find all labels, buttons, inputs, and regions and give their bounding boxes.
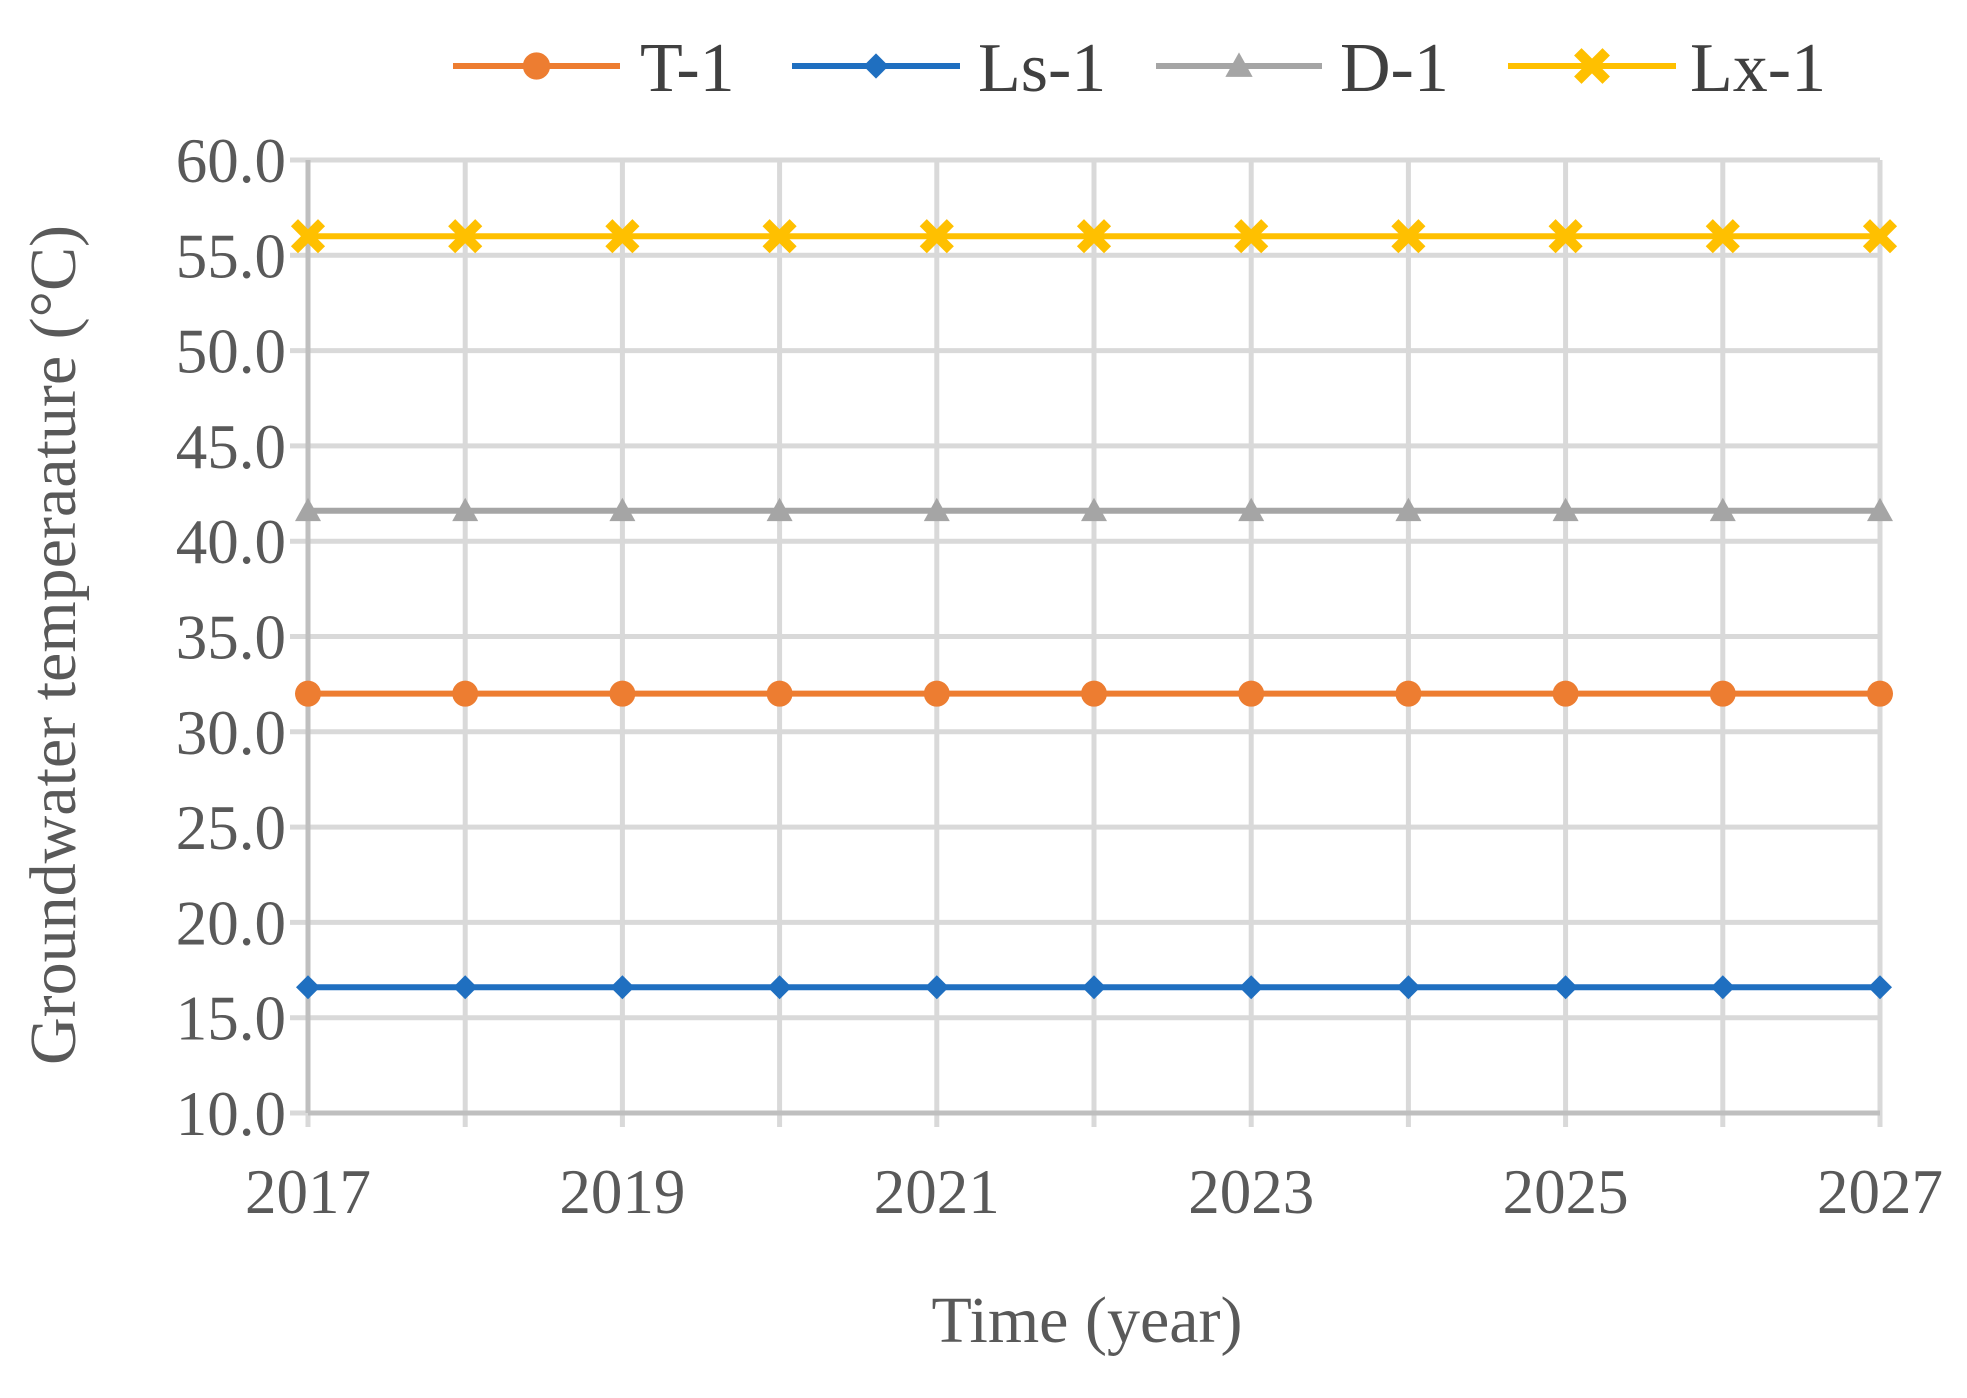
x-tick-label: 2017 [245,1157,371,1227]
x-tick-label: 2021 [874,1157,1000,1227]
y-tick-label: 25.0 [176,793,286,863]
data-point-d-1 [1552,497,1579,522]
legend: T-1 Ls-1 D-1 Lx-1 [453,30,1826,107]
data-point-lx-1 [762,219,797,254]
data-point-ls-1 [610,975,635,1000]
data-point-t-1 [923,680,950,707]
data-point-lx-1 [290,219,326,254]
legend-item-t-1: T-1 [453,30,735,107]
data-point-t-1 [1238,680,1265,707]
data-point-ls-1 [1868,975,1892,1000]
legend-item-ls-1: Ls-1 [792,30,1106,107]
data-point-t-1 [452,680,479,707]
diamond-marker [863,53,889,79]
data-point-d-1 [295,497,321,522]
y-tick-label: 35.0 [176,603,286,673]
data-point-d-1 [1238,497,1265,522]
y-tick-label: 10.0 [176,1079,286,1149]
data-point-t-1 [1395,680,1422,707]
data-point-t-1 [766,680,793,707]
data-point-t-1 [1081,680,1107,707]
data-point-ls-1 [1396,975,1421,1000]
y-tick-label: 55.0 [176,221,286,291]
x-tick-label: 2027 [1817,1157,1943,1227]
data-point-ls-1 [1553,975,1578,1000]
data-point-ls-1 [924,975,949,1000]
x-tick-label: 2019 [559,1157,685,1227]
data-point-d-1 [452,497,479,522]
series-markers [290,219,1898,1000]
legend-item-d-1: D-1 [1156,30,1449,107]
gridlines [290,157,1883,1127]
x-axis-title: Time (year) [932,1284,1243,1357]
y-tick-label: 15.0 [176,984,286,1054]
data-point-lx-1 [605,219,640,254]
data-point-lx-1 [1076,219,1112,254]
data-point-d-1 [609,497,636,522]
y-tick-label: 60.0 [176,126,286,196]
data-point-t-1 [295,680,321,707]
legend-label: T-1 [640,30,735,107]
data-point-t-1 [1709,680,1736,707]
data-point-d-1 [1395,497,1422,522]
data-point-t-1 [1552,680,1579,707]
y-tick-label: 30.0 [176,698,286,768]
data-point-d-1 [923,497,950,522]
data-point-ls-1 [453,975,478,1000]
data-point-lx-1 [448,219,483,254]
data-point-t-1 [609,680,636,707]
data-point-lx-1 [1548,219,1583,254]
data-point-d-1 [1709,497,1736,522]
x-marker [1574,48,1610,84]
x-tick-label: 2023 [1188,1157,1314,1227]
y-tick-label: 50.0 [176,317,286,387]
axes [305,160,1880,1116]
data-point-d-1 [766,497,793,522]
data-point-lx-1 [1705,219,1740,254]
y-tick-label: 20.0 [176,888,286,958]
y-tick-label: 45.0 [176,412,286,482]
data-point-ls-1 [767,975,792,1000]
legend-item-lx-1: Lx-1 [1508,30,1826,107]
data-point-d-1 [1081,497,1107,522]
data-point-lx-1 [1862,219,1898,254]
data-point-t-1 [1867,680,1893,707]
y-tick-label: 40.0 [176,507,286,577]
tick-labels: 10.0 15.0 20.0 25.0 30.0 35.0 40.0 45.0 50.0 55.0… [176,126,1943,1227]
legend-label: Ls-1 [978,30,1106,107]
data-point-ls-1 [1710,975,1735,1000]
legend-label: D-1 [1340,30,1449,107]
triangle-marker [1225,52,1253,77]
circle-marker [522,52,551,80]
data-point-lx-1 [1391,219,1426,254]
data-point-ls-1 [296,975,320,1000]
data-point-ls-1 [1082,975,1106,1000]
data-point-d-1 [1867,497,1893,522]
legend-label: Lx-1 [1690,30,1826,107]
data-point-ls-1 [1239,975,1264,1000]
y-axis-title: Groundwater temperaature (°C) [17,225,90,1065]
x-tick-label: 2025 [1503,1157,1629,1227]
data-point-lx-1 [919,219,954,254]
data-point-lx-1 [1234,219,1269,254]
